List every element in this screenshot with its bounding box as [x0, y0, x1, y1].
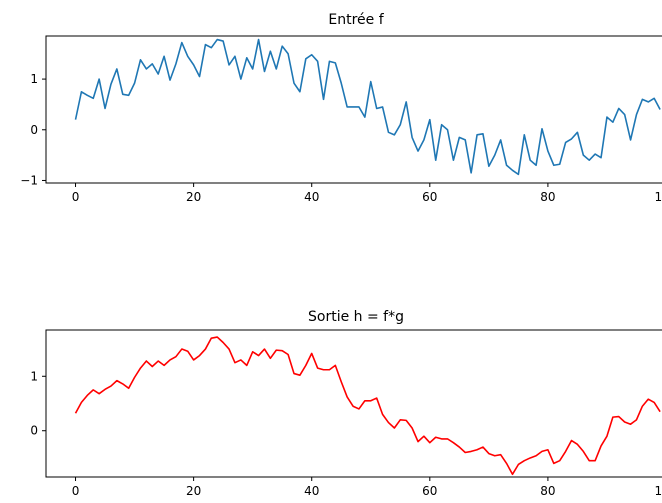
x-tick-label: 100 [655, 484, 662, 498]
x-tick-label: 80 [540, 484, 555, 498]
axes-frame [45, 329, 662, 478]
x-axis: 0 20 40 60 80 100 [72, 477, 662, 498]
y-tick-label: 0 [30, 123, 38, 137]
y-tick-label: 1 [30, 72, 38, 86]
x-tick-label: 60 [422, 484, 437, 498]
chart-title: Sortie h = f*g [308, 309, 404, 325]
y-tick-label: −1 [20, 173, 38, 187]
x-tick-label: 80 [540, 190, 555, 204]
x-tick-label: 0 [72, 484, 80, 498]
y-axis: 01 [30, 369, 46, 438]
x-tick-label: 60 [422, 190, 437, 204]
y-tick-label: 1 [30, 369, 38, 383]
subplot-output: Sortie h = f*g 020406080100 01 [30, 309, 662, 498]
subplot-input: Entrée f 0 20 40 60 80 100 −1 0 1 [20, 12, 662, 204]
axes-frame [45, 35, 662, 184]
x-tick-label: 0 [72, 190, 80, 204]
x-tick-label: 40 [304, 190, 319, 204]
x-axis: 0 20 40 60 80 100 [72, 183, 662, 204]
x-tick-label: 100 [655, 190, 662, 204]
y-axis: −1 0 1 [20, 72, 46, 187]
series-line [74, 336, 661, 476]
plot-area [74, 38, 661, 176]
plot-area [74, 336, 661, 476]
x-tick-label: 40 [304, 484, 319, 498]
chart-title: Entrée f [328, 12, 384, 28]
x-tick-label: 20 [186, 190, 201, 204]
series-line [74, 38, 661, 176]
x-tick-label: 20 [186, 484, 201, 498]
y-tick-label: 0 [30, 424, 38, 438]
